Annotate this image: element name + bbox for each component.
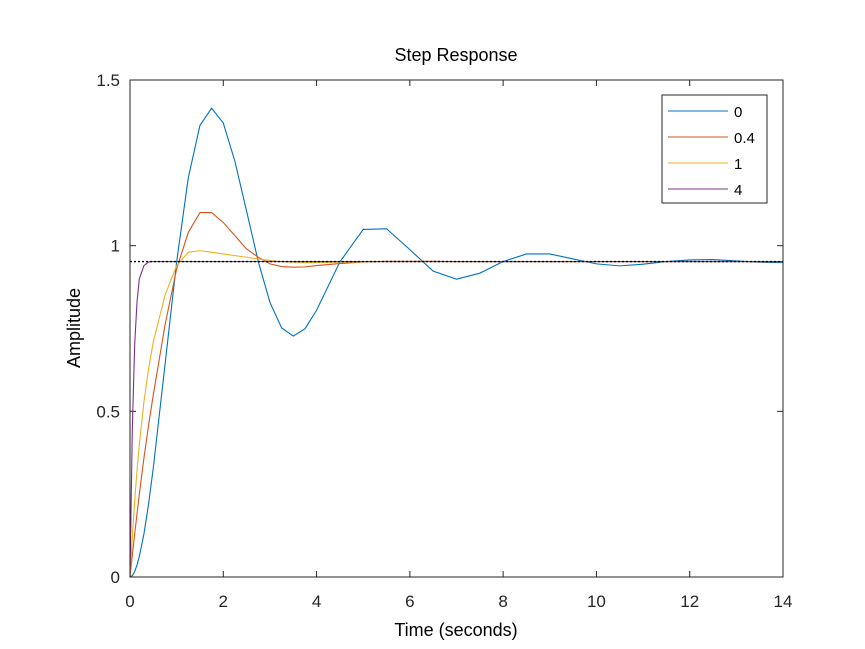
x-tick-label: 0 <box>125 592 134 611</box>
y-tick-label: 1 <box>111 237 120 256</box>
legend-label: 0.4 <box>734 130 755 147</box>
legend-box <box>661 94 768 204</box>
y-tick-label: 0 <box>111 568 120 587</box>
x-tick-label: 12 <box>680 592 699 611</box>
legend-label: 0 <box>734 104 742 121</box>
legend-label: 4 <box>734 182 742 199</box>
x-tick-label: 14 <box>774 592 793 611</box>
axes-box <box>129 79 784 578</box>
x-tick-label: 2 <box>219 592 228 611</box>
y-tick-label: 0.5 <box>96 402 120 421</box>
x-tick-label: 10 <box>587 592 606 611</box>
x-tick-label: 6 <box>405 592 414 611</box>
y-tick-label: 1.5 <box>96 71 120 90</box>
chart-title: Step Response <box>394 45 517 65</box>
x-tick-label: 8 <box>498 592 507 611</box>
y-axis-label: Amplitude <box>64 288 84 368</box>
x-tick-label: 4 <box>312 592 321 611</box>
legend-label: 1 <box>734 156 742 173</box>
series-line <box>129 107 784 578</box>
x-axis-label: Time (seconds) <box>394 620 517 640</box>
